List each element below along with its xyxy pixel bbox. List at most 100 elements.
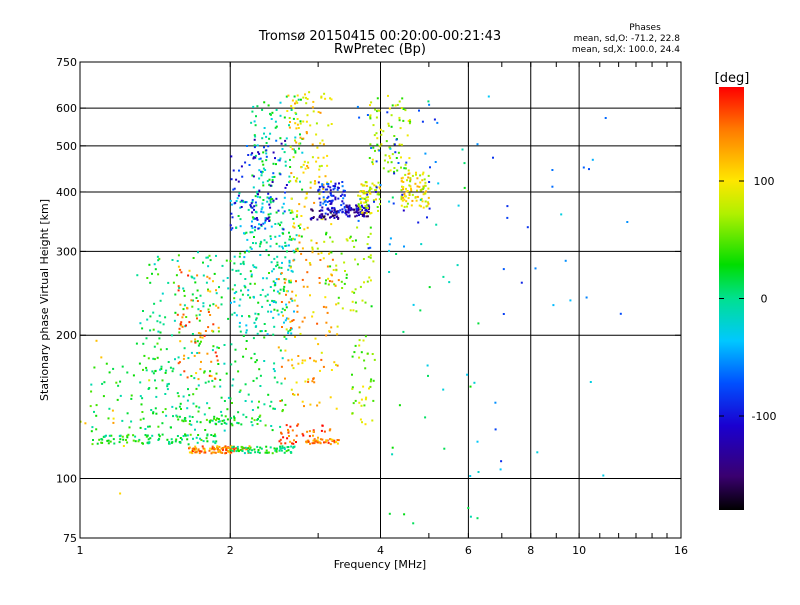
data-point [378,149,381,152]
data-point [265,277,268,280]
data-point [254,312,257,315]
data-point [393,143,396,146]
data-point [193,447,196,450]
data-point [229,260,232,262]
data-point [280,142,283,145]
data-point [121,365,124,368]
data-point [348,205,351,208]
data-point [253,282,256,285]
data-point [252,157,255,160]
data-point [363,404,366,407]
data-point [298,234,301,237]
data-point [275,125,278,128]
data-point [151,434,154,437]
data-point [311,106,314,109]
data-point [342,189,345,192]
data-point [369,254,372,257]
data-point [360,404,363,407]
data-point [105,362,108,365]
data-point [520,281,523,284]
data-point [322,202,325,205]
data-point [382,130,385,133]
data-point [389,147,392,150]
data-point [220,447,223,450]
data-point [194,428,196,431]
data-point [365,201,368,204]
data-point [296,118,299,120]
data-point [264,330,267,332]
data-point [330,123,333,125]
data-point [254,451,257,454]
data-point [378,186,381,189]
data-point [334,196,337,199]
data-point [409,185,412,188]
data-point [352,402,355,405]
data-point [405,161,408,164]
data-point [234,348,237,351]
data-point [366,210,369,213]
data-point [402,119,405,122]
data-point [261,288,264,291]
data-point [159,348,162,351]
data-point [156,342,159,345]
data-point [329,438,332,441]
data-point [305,131,308,133]
data-point [139,381,142,384]
data-point [305,440,308,443]
data-point [409,178,412,181]
data-point [291,299,294,302]
data-point [177,289,180,292]
data-point [404,163,407,166]
data-point [203,371,206,374]
data-point [308,262,311,264]
data-point [172,367,175,370]
data-point [363,190,365,193]
y-tick-label: 600 [56,102,77,115]
data-point [254,361,257,364]
data-point [249,451,252,454]
data-point [238,321,241,324]
data-point [329,265,332,268]
data-point [288,264,291,267]
data-point [132,439,135,442]
data-point [294,111,297,114]
data-point [354,258,357,261]
data-point [281,447,284,449]
data-point [257,313,260,316]
data-point [300,235,303,238]
data-point [211,445,214,448]
data-point [351,373,353,376]
data-point [407,172,410,175]
data-point [209,314,212,316]
data-point [351,240,354,242]
data-point [229,445,232,448]
data-point [203,334,206,337]
data-point [352,309,355,312]
data-point [402,108,405,110]
data-point [304,93,306,96]
data-point [247,449,250,452]
data-point [308,91,311,94]
data-point [296,424,299,427]
data-point [276,447,278,450]
data-point [179,323,182,326]
data-point [292,156,295,159]
data-point [197,449,200,452]
data-point [188,394,191,397]
data-point [329,186,332,189]
data-point [369,188,371,191]
data-point [312,434,314,437]
data-point [198,351,201,354]
data-point [100,438,103,440]
data-point [322,216,325,219]
data-point [359,198,362,200]
data-point [376,193,379,196]
data-point [187,443,190,446]
data-point [264,169,267,171]
data-point [343,261,346,264]
data-point [217,330,220,333]
data-point [354,399,357,402]
data-point [282,247,284,250]
data-point [402,196,405,199]
